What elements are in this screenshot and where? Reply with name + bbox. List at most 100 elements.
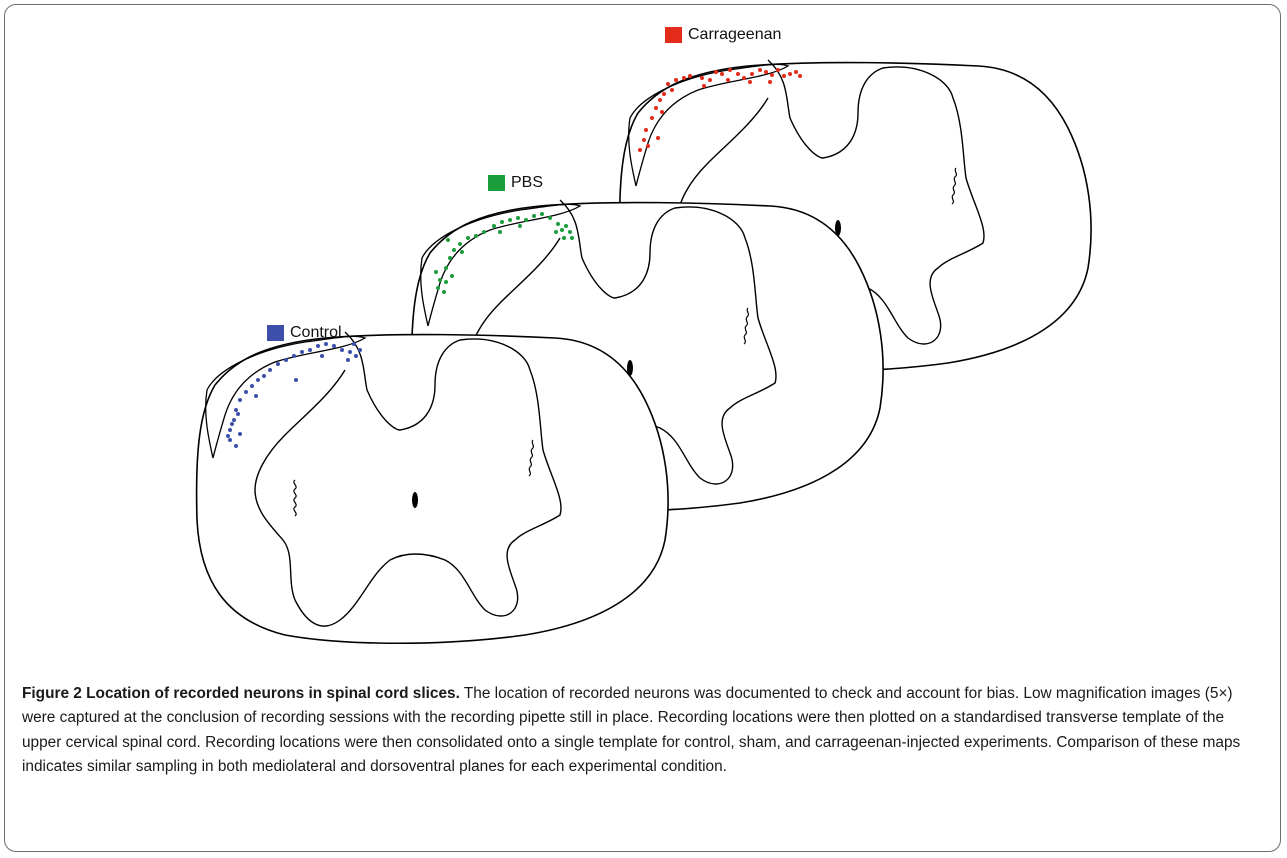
neuron-point [244, 390, 248, 394]
legend-control: Control [267, 324, 342, 342]
legend-swatch-control [267, 325, 284, 341]
neuron-point [654, 106, 658, 110]
neuron-point [442, 290, 446, 294]
neuron-point [300, 350, 304, 354]
neuron-point [750, 72, 754, 76]
neuron-point [232, 418, 236, 422]
neuron-point [316, 344, 320, 348]
neuron-point [254, 394, 258, 398]
neuron-point [720, 72, 724, 76]
neuron-point [670, 88, 674, 92]
neuron-point [340, 348, 344, 352]
neuron-point [474, 234, 478, 238]
control-cord-outline [195, 331, 669, 645]
neuron-point [450, 274, 454, 278]
neuron-point [666, 82, 670, 86]
control-neuron-points [226, 342, 362, 448]
neuron-point [446, 238, 450, 242]
neuron-point [518, 224, 522, 228]
neuron-point [532, 214, 536, 218]
caption-body: The location of recorded neurons was doc… [22, 685, 1241, 776]
neuron-point [728, 68, 732, 72]
spinal-cord-diagram [195, 59, 1092, 645]
neuron-point [782, 74, 786, 78]
neuron-point [564, 224, 568, 228]
neuron-point [230, 422, 234, 426]
neuron-point [444, 280, 448, 284]
neuron-point [448, 256, 452, 260]
neuron-point [562, 236, 566, 240]
neuron-point [238, 432, 242, 436]
neuron-point [548, 216, 552, 220]
neuron-point [638, 148, 642, 152]
neuron-point [460, 250, 464, 254]
neuron-point [660, 110, 664, 114]
neuron-point [276, 362, 280, 366]
legend-swatch-pbs [488, 175, 505, 191]
neuron-point [482, 230, 486, 234]
neuron-point [568, 230, 572, 234]
neuron-point [262, 374, 266, 378]
neuron-point [674, 78, 678, 82]
neuron-point [228, 438, 232, 442]
neuron-point [358, 348, 362, 352]
legend-label-control: Control [290, 324, 342, 341]
neuron-point [292, 354, 296, 358]
neuron-point [768, 80, 772, 84]
legend-pbs: PBS [488, 174, 543, 192]
neuron-point [642, 138, 646, 142]
neuron-point [256, 378, 260, 382]
neuron-point [650, 116, 654, 120]
neuron-point [682, 76, 686, 80]
neuron-point [500, 220, 504, 224]
legend-label-carrageenan: Carrageenan [688, 26, 782, 43]
neuron-point [742, 76, 746, 80]
neuron-point [770, 73, 774, 77]
neuron-point [708, 78, 712, 82]
neuron-point [228, 428, 232, 432]
neuron-point [234, 444, 238, 448]
neuron-point [268, 368, 272, 372]
neuron-point [560, 228, 564, 232]
neuron-point [452, 248, 456, 252]
neuron-point [758, 68, 762, 72]
neuron-point [492, 224, 496, 228]
neuron-point [434, 270, 438, 274]
legend-label-pbs: PBS [511, 174, 544, 191]
caption-title: Figure 2 Location of recorded neurons in… [22, 685, 460, 702]
neuron-point [354, 354, 358, 358]
neuron-point [540, 212, 544, 216]
neuron-point [700, 76, 704, 80]
neuron-point [438, 278, 442, 282]
neuron-point [570, 236, 574, 240]
neuron-point [516, 216, 520, 220]
neuron-point [794, 70, 798, 74]
neuron-point [646, 144, 650, 148]
neuron-point [656, 136, 660, 140]
neuron-point [524, 218, 528, 222]
neuron-point [788, 72, 792, 76]
neuron-point [236, 412, 240, 416]
neuron-point [688, 74, 692, 78]
neuron-point [798, 74, 802, 78]
neuron-point [308, 348, 312, 352]
neuron-point [238, 398, 242, 402]
neuron-point [436, 286, 440, 290]
neuron-point [714, 70, 718, 74]
neuron-point [294, 378, 298, 382]
neuron-point [320, 354, 324, 358]
neuron-point [234, 408, 238, 412]
neuron-point [556, 222, 560, 226]
carrageenan-neuron-points [638, 68, 802, 152]
neuron-point [346, 358, 350, 362]
neuron-point [348, 350, 352, 354]
neuron-point [250, 384, 254, 388]
neuron-point [644, 128, 648, 132]
neuron-point [332, 344, 336, 348]
neuron-point [764, 70, 768, 74]
legend-swatch-carrageenan [665, 27, 682, 43]
figure-caption: Figure 2 Location of recorded neurons in… [22, 682, 1266, 780]
neuron-point [702, 84, 706, 88]
neuron-point [554, 230, 558, 234]
neuron-point [458, 242, 462, 246]
